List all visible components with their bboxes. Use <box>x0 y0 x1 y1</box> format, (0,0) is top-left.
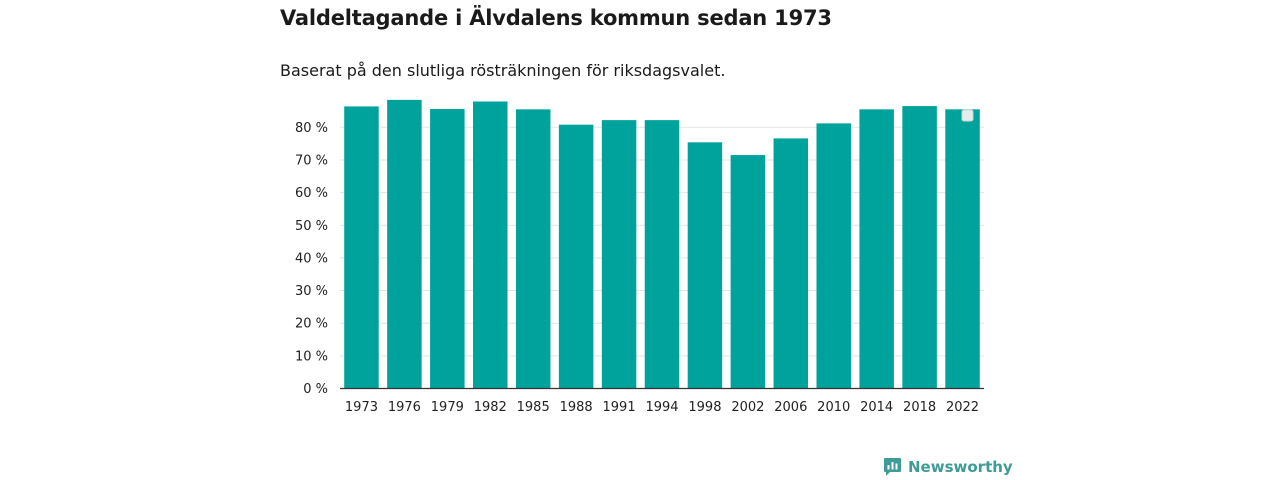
bar-1985[interactable] <box>515 109 551 389</box>
bar-2014[interactable] <box>859 109 894 389</box>
x-tick-label: 1994 <box>645 400 678 415</box>
x-tick-label: 1985 <box>517 400 550 415</box>
x-tick-label: 1979 <box>431 400 464 415</box>
x-tick-label: 1982 <box>474 400 507 415</box>
y-tick-label: 70 % <box>295 153 328 168</box>
chart-subtitle: Baserat på den slutliga rösträkningen fö… <box>280 61 726 80</box>
legend-marker[interactable] <box>961 109 974 122</box>
y-tick-label: 10 % <box>295 349 328 364</box>
y-tick-label: 80 % <box>295 121 328 136</box>
bar-1982[interactable] <box>473 101 508 389</box>
x-tick-label: 1988 <box>560 400 593 415</box>
bars <box>344 99 980 389</box>
x-tick-label: 1976 <box>388 400 421 415</box>
y-tick-label: 50 % <box>295 219 328 234</box>
bar-2010[interactable] <box>816 123 851 389</box>
bar-2022[interactable] <box>945 109 980 389</box>
y-tick-label: 40 % <box>295 251 328 266</box>
x-tick-label: 2010 <box>817 400 850 415</box>
y-tick-label: 20 % <box>295 317 328 332</box>
y-tick-label: 30 % <box>295 284 328 299</box>
brand-name: Newsworthy <box>908 458 1013 476</box>
bar-1976[interactable] <box>387 99 422 389</box>
x-tick-label: 2014 <box>860 400 893 415</box>
x-axis-ticks: 1973 1976 1979 1982 1985 1988 1991 1994 1998 2002… <box>345 400 979 415</box>
bar-1991[interactable] <box>601 120 637 389</box>
y-axis-ticks: 0 % 10 % 20 % 30 % 40 % 50 % 60 % 70 % 80 % <box>295 121 328 397</box>
bar-1973[interactable] <box>344 106 379 389</box>
bar-1979[interactable] <box>430 109 465 389</box>
x-tick-label: 1973 <box>345 400 378 415</box>
y-tick-label: 60 % <box>295 186 328 201</box>
y-tick-label: 0 % <box>303 382 328 397</box>
bar-1998[interactable] <box>687 142 723 389</box>
x-tick-label: 2002 <box>731 400 764 415</box>
x-tick-label: 2018 <box>903 400 936 415</box>
chart-title: Valdeltagande i Älvdalens kommun sedan 1… <box>280 6 832 30</box>
x-tick-label: 2022 <box>946 400 979 415</box>
x-tick-label: 1998 <box>688 400 721 415</box>
bar-2006[interactable] <box>773 138 809 389</box>
bar-1988[interactable] <box>558 124 594 389</box>
x-tick-label: 2006 <box>774 400 807 415</box>
bar-2002[interactable] <box>730 155 766 389</box>
newsworthy-logo[interactable]: Newsworthy <box>883 456 1013 478</box>
newsworthy-logo-icon <box>884 458 901 476</box>
bar-2018[interactable] <box>902 106 937 389</box>
x-tick-label: 1991 <box>603 400 636 415</box>
bar-1994[interactable] <box>644 120 680 389</box>
